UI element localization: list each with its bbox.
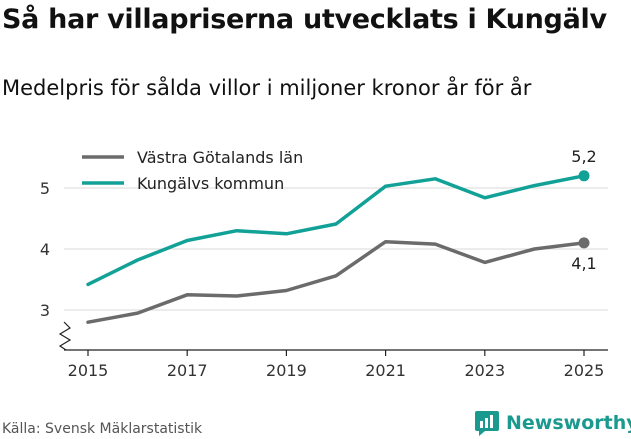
x-tick-label: 2023 bbox=[464, 361, 505, 380]
series-line bbox=[86, 239, 586, 324]
y-tick-label: 4 bbox=[40, 240, 50, 259]
brand[interactable]: Newsworthy bbox=[474, 408, 631, 438]
y-tick-label: 3 bbox=[40, 301, 50, 320]
legend: Västra Götalands län Kungälvs kommun bbox=[82, 148, 303, 193]
x-axis-labels: 2015 2017 2019 2021 2023 2025 bbox=[68, 350, 605, 380]
line-chart: 3 4 5 2015 2017 2019 2021 2023 2025 4,1 5,2 Väst… bbox=[40, 147, 608, 380]
y-axis-labels: 3 4 5 bbox=[40, 179, 50, 320]
series-lines: 4,1 5,2 bbox=[86, 147, 597, 324]
axis-break-marker bbox=[58, 321, 72, 351]
chart-title: Så har villapriserna utvecklats i Kungäl… bbox=[2, 4, 607, 35]
chart-subtitle: Medelpris för sålda villor i miljoner kr… bbox=[2, 76, 532, 100]
legend-label: Västra Götalands län bbox=[137, 148, 303, 167]
newsworthy-logo-icon bbox=[474, 409, 500, 437]
source-note: Källa: Svensk Mäklarstatistik bbox=[2, 421, 203, 437]
end-value-label: 4,1 bbox=[571, 254, 596, 273]
x-tick-label: 2015 bbox=[68, 361, 109, 380]
x-tick-label: 2021 bbox=[365, 361, 406, 380]
gridlines bbox=[64, 187, 608, 311]
y-tick-label: 5 bbox=[40, 179, 50, 198]
end-point-marker bbox=[578, 237, 590, 249]
x-tick-label: 2025 bbox=[564, 361, 605, 380]
end-point-marker bbox=[578, 170, 590, 182]
x-tick-label: 2019 bbox=[266, 361, 307, 380]
end-value-label: 5,2 bbox=[571, 147, 596, 166]
x-axis bbox=[58, 321, 608, 351]
series-line bbox=[86, 174, 586, 287]
x-tick-label: 2017 bbox=[167, 361, 208, 380]
brand-name: Newsworthy bbox=[506, 412, 631, 434]
legend-label: Kungälvs kommun bbox=[137, 174, 284, 193]
